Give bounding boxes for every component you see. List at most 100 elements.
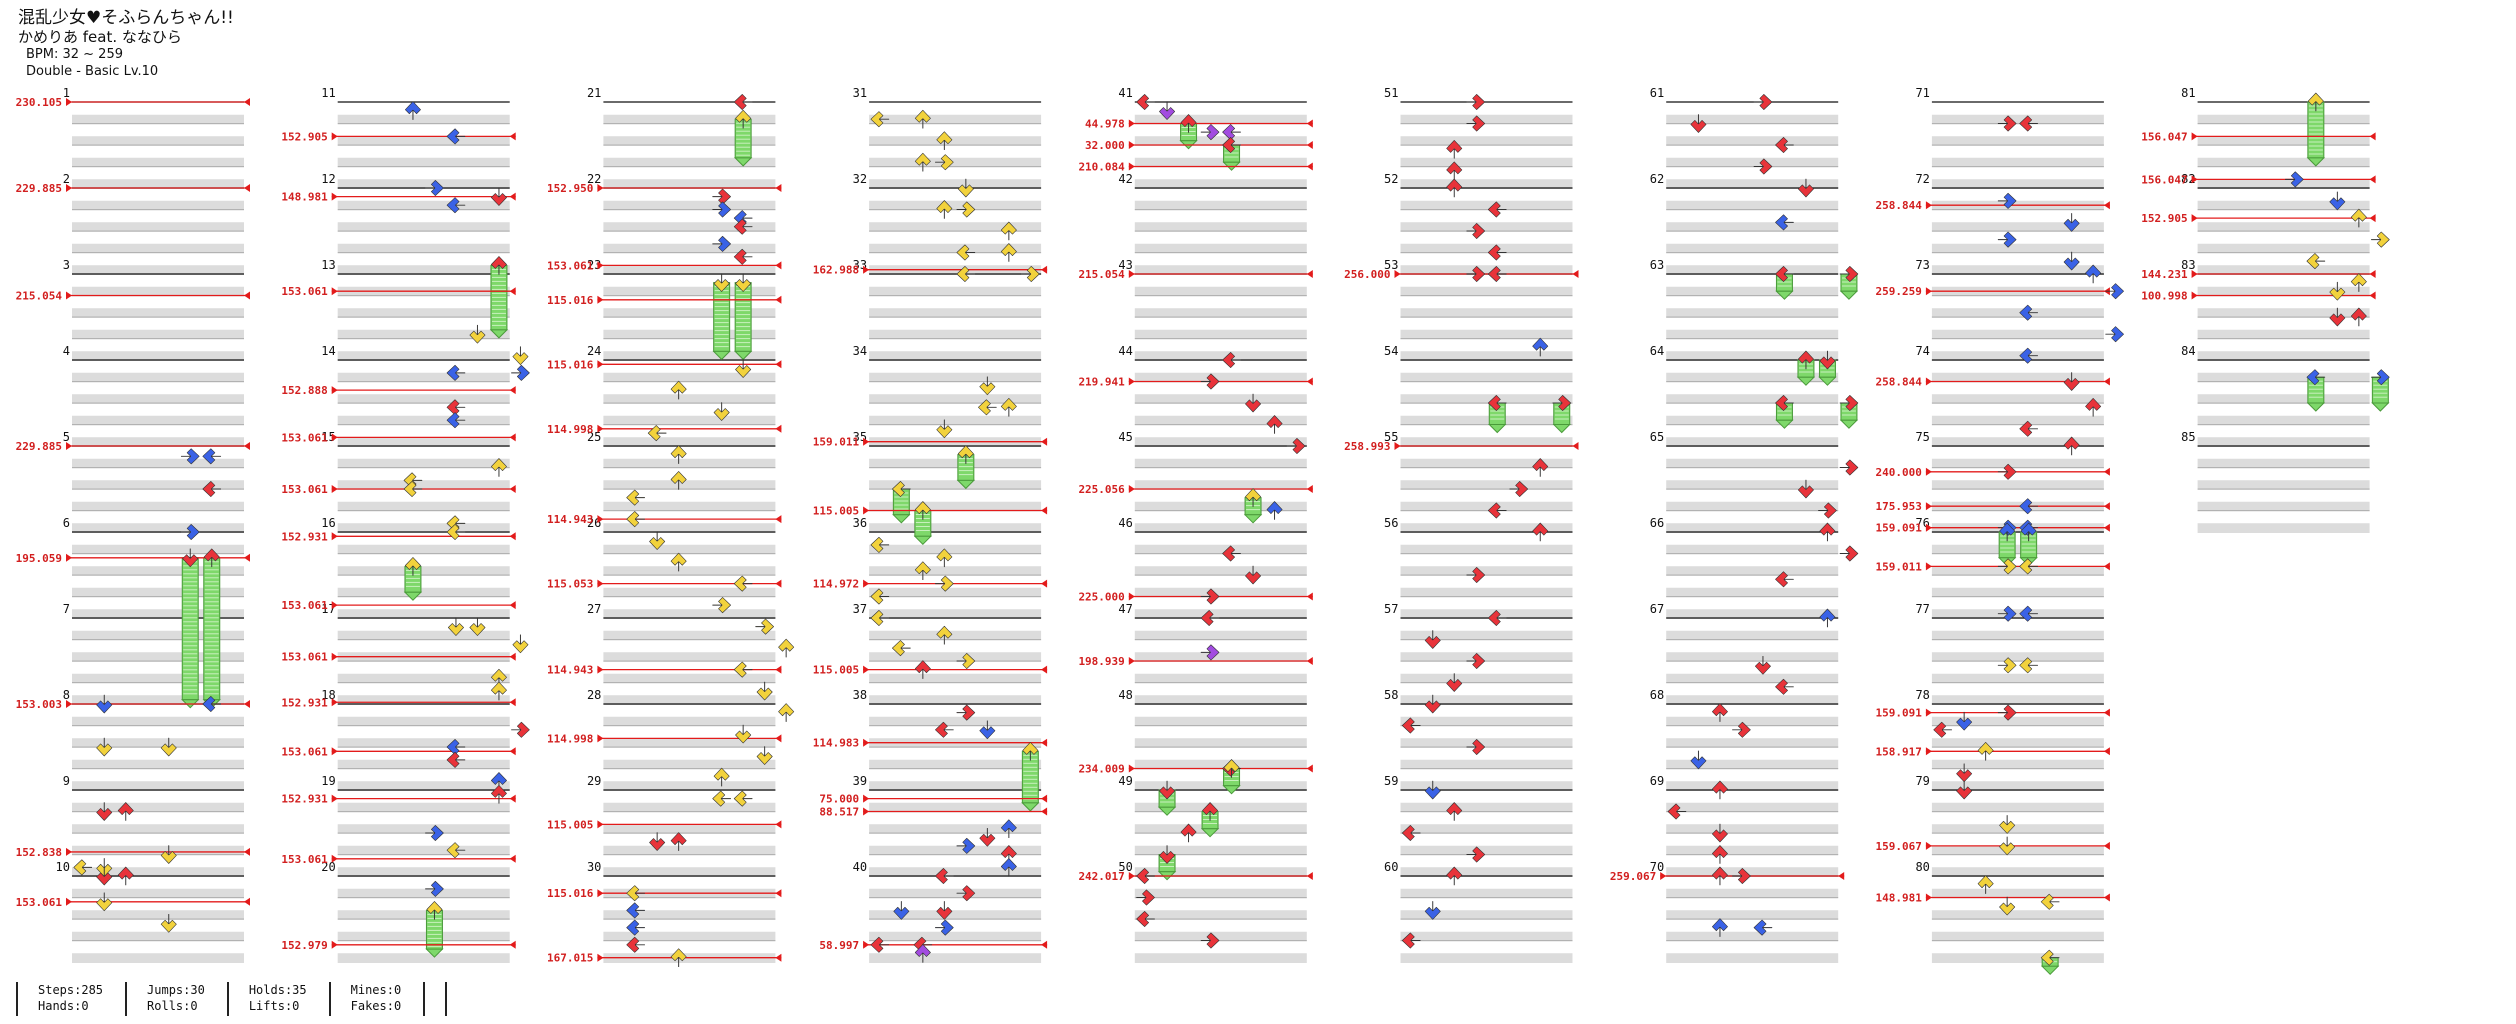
beat-band: [1666, 888, 1839, 899]
measure-number: 22: [587, 172, 601, 186]
up-arrow-icon: [670, 552, 687, 572]
right-arrow-icon: [1839, 459, 1859, 476]
measure-71: 71: [1915, 86, 2104, 189]
beat-band: [1400, 415, 1573, 426]
beat-band: [337, 630, 510, 641]
left-arrow-icon: [446, 751, 466, 768]
bpm-tick-left: [331, 940, 338, 949]
bpm-change: 153.061: [281, 285, 516, 298]
bpm-tick-left: [1925, 287, 1932, 296]
stats-group-jumps: Jumps:30 Rolls:0: [125, 982, 227, 1016]
beat-band: [1666, 738, 1839, 748]
beat-band: [1134, 308, 1307, 318]
beat-band: [603, 458, 776, 469]
beat-band: [72, 888, 244, 899]
bpm-value: 152.931: [281, 793, 328, 806]
beat-band: [603, 222, 776, 232]
beat-band: [869, 888, 1042, 899]
down-arrow-icon: [1245, 565, 1262, 585]
bpm-tick-right: [775, 889, 782, 898]
hold-tail: [712, 350, 731, 361]
left-arrow-icon: [733, 790, 753, 807]
bpm-tick-left: [863, 738, 870, 747]
left-arrow-icon: [2040, 893, 2060, 910]
up-arrow-icon: [1266, 501, 1283, 520]
right-arrow-icon: [1200, 373, 1220, 390]
beat-band: [1666, 867, 1839, 877]
up-arrow-icon: [117, 802, 134, 821]
beat-band: [1134, 673, 1307, 684]
bpm-value: 258.844: [1876, 199, 1923, 212]
bpm-tick-right: [1041, 794, 1048, 803]
measure-84: 84: [2181, 344, 2370, 447]
right-arrow-icon: [956, 885, 976, 902]
bpm-change: 75.000: [819, 793, 1048, 806]
beat-band: [1400, 523, 1573, 533]
left-arrow-icon: [1222, 124, 1241, 141]
bpm-tick-left: [66, 897, 72, 906]
beat-band: [1400, 437, 1573, 447]
beat-band: [1666, 136, 1839, 146]
hold-rect: [734, 282, 752, 352]
bpm-value: 230.105: [16, 96, 62, 109]
bpm-value: 152.931: [281, 530, 328, 543]
beat-band: [72, 329, 244, 340]
bpm-tick-right: [1306, 592, 1313, 601]
bpm-tick-right: [509, 747, 516, 756]
measure-10: 10: [56, 860, 244, 963]
left-arrow-icon: [1753, 919, 1773, 936]
bpm-tick-right: [509, 386, 516, 395]
beat-band: [603, 157, 776, 168]
bpm-change: 225.056: [1078, 483, 1313, 496]
right-arrow-icon: [425, 180, 444, 196]
beat-band: [603, 544, 776, 555]
song-title: 混乱少女♥そふらんちゃん!!: [18, 8, 234, 28]
left-arrow-icon: [1487, 610, 1507, 626]
beat-band: [1134, 179, 1307, 189]
stat-fakes: Fakes:0: [350, 999, 402, 1013]
stats-group-steps: Steps:285 Hands:0: [16, 982, 125, 1016]
bpm-tick-right: [1306, 485, 1313, 493]
beat-band: [337, 501, 510, 512]
bpm-value: 114.998: [547, 423, 593, 436]
beat-band: [1931, 609, 2104, 619]
beat-band: [869, 931, 1042, 942]
left-arrow-icon: [892, 481, 911, 497]
hold-body: [202, 557, 221, 709]
beat-band: [72, 243, 244, 254]
up-arrow-icon: [1797, 350, 1814, 370]
beat-band: [869, 243, 1042, 254]
bpm-tick-left: [66, 98, 72, 106]
up-arrow-icon: [203, 548, 220, 568]
stats-panel: Steps:285 Hands:0 Jumps:30 Rolls:0 Holds…: [16, 982, 448, 1016]
right-arrow-icon: [1997, 558, 2017, 575]
beat-band: [1400, 372, 1573, 383]
left-arrow-icon: [1487, 266, 1507, 282]
left-arrow-icon: [2019, 304, 2038, 321]
up-arrow-icon: [936, 625, 953, 645]
beat-band: [603, 394, 776, 404]
bpm-tick-left: [597, 424, 604, 433]
down-arrow-icon: [2329, 281, 2346, 301]
bpm-tick-left: [331, 794, 338, 803]
beat-band: [72, 544, 244, 555]
bpm-tick-left: [331, 192, 338, 201]
measure-number: 44: [1118, 344, 1132, 358]
hold-tail: [733, 157, 753, 167]
beat-band: [603, 329, 776, 340]
bpm-change: 159.091: [1876, 707, 2110, 720]
bpm-value: 225.056: [1078, 483, 1125, 496]
right-arrow-icon: [1997, 115, 2017, 132]
down-arrow-icon: [96, 694, 113, 714]
beat-band: [337, 781, 510, 791]
bpm-tick-left: [863, 265, 870, 274]
beat-band: [869, 652, 1042, 662]
beat-band: [1666, 265, 1839, 275]
down-arrow-icon: [979, 376, 996, 396]
right-arrow-icon: [1466, 223, 1486, 239]
beat-band: [1400, 351, 1573, 361]
beat-band: [603, 931, 776, 942]
up-arrow-icon: [405, 557, 421, 576]
bpm-tick-right: [244, 897, 250, 906]
beat-band: [603, 609, 776, 619]
